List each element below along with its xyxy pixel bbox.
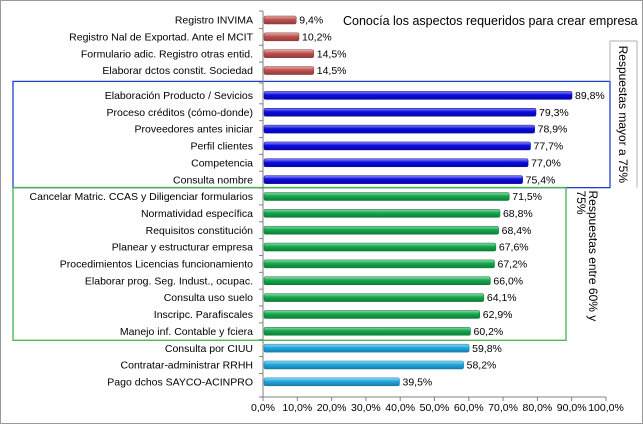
value-label: 58,2% [467,360,497,372]
x-tick-label: 100,0% [588,402,624,414]
category-label: Inscripc. Parafiscales [154,309,253,321]
category-label: Competencia [191,157,253,169]
x-tick-label: 0,0% [251,402,275,414]
bar [263,49,314,58]
x-tick-label: 70,0% [488,402,518,414]
bar [263,293,485,302]
group-box-60-75 [12,186,567,341]
category-label: Manejo inf. Contable y fciera [120,326,253,338]
value-label: 14,5% [317,65,347,77]
category-label: Perfil clientes [191,141,253,153]
value-label: 68,8% [503,208,533,220]
x-tick-label: 60,0% [454,402,484,414]
category-label: Consulta uso suelo [164,292,253,304]
chart-title: Conocía los aspectos requeridos para cre… [343,14,638,28]
category-label: Elaboración Producto / Sevicios [105,90,253,102]
annotation-label-mayor-75: Respuestas mayor a 75% [616,46,630,184]
value-label: 79,3% [539,107,569,119]
category-label: Procedimientos Licencias funcionamiento [60,259,253,271]
bar [263,259,495,269]
value-label: 68,4% [502,225,532,237]
bar [263,66,314,75]
x-tick-label: 20,0% [317,402,347,414]
x-tick-label: 10,0% [282,402,312,414]
bar [263,327,471,336]
category-label: Formulario adic. Registro otras entid. [81,48,253,60]
value-label: 78,9% [538,124,568,136]
category-label: Contratar-administrar RRHH [121,360,253,372]
x-tick-label: 80,0% [523,402,553,414]
bar [263,276,491,285]
x-tick-label: 40,0% [385,402,415,414]
value-label: 75,4% [526,174,556,186]
annotation-line: Respuestas entre 60% y [586,191,600,322]
value-label: 71,5% [512,191,542,203]
x-tick-label: 50,0% [420,402,450,414]
bar [263,192,510,201]
bar [263,91,573,100]
category-label: Consulta nombre [173,174,253,186]
bar [263,310,480,319]
annotation-line: 75% [574,191,588,215]
value-label: 10,2% [302,31,332,43]
bar [263,360,464,370]
category-label: Registro Nal de Exportad. Ante el MCIT [69,31,253,43]
value-label: 62,9% [483,309,513,321]
value-label: 77,7% [534,141,564,153]
bar [263,32,300,42]
value-label: 64,1% [487,292,517,304]
bar [263,209,501,218]
category-label: Pago dchos SAYCO-ACINPRO [107,376,253,388]
bar [263,343,470,353]
category-label: Planear y estructurar empresa [112,242,253,254]
category-label: Registro INVIMA [175,15,253,27]
x-tick-label: 30,0% [351,402,381,414]
category-label: Normatividad específica [141,208,253,220]
bar [263,15,297,25]
value-label: 77,0% [531,157,561,169]
value-label: 60,2% [473,326,503,338]
category-label: Cancelar Matric. CCAS y Diligenciar form… [30,191,253,203]
value-label: 66,0% [493,275,523,287]
value-label: 9,4% [299,15,323,27]
value-label: 89,8% [575,90,605,102]
bar [263,108,537,117]
annotation-label-60-75: Respuestas entre 60% y75% [574,191,600,322]
value-label: 14,5% [317,48,347,60]
value-label: 39,5% [402,376,432,388]
category-label: Proveedores antes iniciar [135,124,254,136]
x-tick-label: 90,0% [557,402,587,414]
value-label: 59,8% [472,343,502,355]
bar [263,175,523,184]
bar [263,124,535,134]
value-label: 67,2% [497,259,527,271]
bar [263,158,529,168]
bar [263,242,497,252]
value-label: 67,6% [499,242,529,254]
bar [263,225,499,235]
category-label: Requisitos constitución [146,225,254,237]
category-label: Elaborar prog. Seg. Indust., ocupac. [85,275,253,287]
category-label: Elaborar dctos constit. Sociedad [102,65,253,77]
category-label: Proceso créditos (cómo-donde) [107,107,253,119]
bar [263,141,531,151]
category-label: Consulta por CIUU [165,343,253,355]
bar [263,377,400,387]
